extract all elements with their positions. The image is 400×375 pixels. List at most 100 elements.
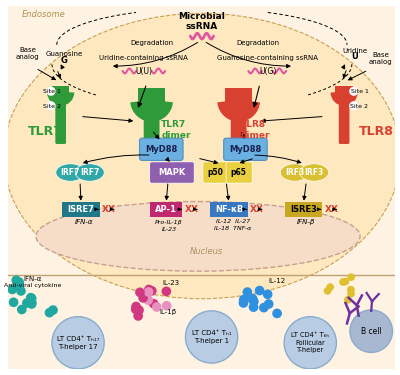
Circle shape bbox=[263, 290, 272, 299]
Text: MyD88: MyD88 bbox=[145, 145, 178, 154]
Text: U(U): U(U) bbox=[135, 67, 152, 76]
FancyBboxPatch shape bbox=[138, 88, 165, 105]
Text: Microbial: Microbial bbox=[178, 12, 225, 21]
Text: Site 2: Site 2 bbox=[43, 104, 61, 109]
Circle shape bbox=[342, 278, 349, 285]
Text: Site 1: Site 1 bbox=[43, 89, 61, 94]
Text: TLR7: TLR7 bbox=[28, 125, 63, 138]
Text: ISRE3: ISRE3 bbox=[290, 205, 317, 214]
Text: TLR8
dimer: TLR8 dimer bbox=[241, 120, 270, 140]
Text: IRF3: IRF3 bbox=[285, 168, 304, 177]
Circle shape bbox=[131, 304, 140, 314]
Circle shape bbox=[8, 285, 17, 294]
Circle shape bbox=[12, 276, 21, 285]
Circle shape bbox=[326, 283, 334, 291]
Circle shape bbox=[9, 297, 18, 307]
Text: Degradation: Degradation bbox=[236, 40, 280, 46]
Text: B cell: B cell bbox=[361, 327, 382, 336]
Text: MAPK: MAPK bbox=[158, 168, 186, 177]
Text: NF-κB: NF-κB bbox=[215, 205, 243, 214]
Ellipse shape bbox=[56, 164, 85, 181]
Circle shape bbox=[17, 304, 27, 314]
Text: IRF3: IRF3 bbox=[304, 168, 324, 177]
Circle shape bbox=[242, 287, 252, 297]
Circle shape bbox=[186, 311, 238, 363]
Text: Base
analog: Base analog bbox=[369, 52, 393, 65]
Text: MyD88: MyD88 bbox=[229, 145, 262, 154]
Text: p50: p50 bbox=[208, 168, 223, 177]
Text: IFN-α: IFN-α bbox=[24, 276, 42, 282]
Circle shape bbox=[14, 277, 24, 287]
Text: ISRE7: ISRE7 bbox=[68, 205, 94, 214]
FancyBboxPatch shape bbox=[55, 91, 66, 144]
Text: IL-1β: IL-1β bbox=[160, 309, 177, 315]
Text: Nucleus: Nucleus bbox=[190, 247, 223, 256]
Circle shape bbox=[152, 302, 162, 312]
Text: XX: XX bbox=[102, 205, 116, 214]
Text: Uridine: Uridine bbox=[342, 48, 367, 54]
Text: IL-12: IL-12 bbox=[269, 278, 286, 284]
Circle shape bbox=[339, 278, 347, 286]
Circle shape bbox=[16, 286, 26, 296]
Circle shape bbox=[350, 102, 358, 110]
Circle shape bbox=[344, 296, 352, 304]
Circle shape bbox=[264, 299, 274, 309]
Text: XX: XX bbox=[185, 205, 199, 214]
Circle shape bbox=[347, 286, 355, 294]
Ellipse shape bbox=[300, 164, 329, 181]
FancyBboxPatch shape bbox=[62, 201, 100, 217]
Circle shape bbox=[347, 273, 355, 281]
Text: Anti-viral cytokine: Anti-viral cytokine bbox=[4, 283, 61, 288]
Text: Uridine-containing ssRNA: Uridine-containing ssRNA bbox=[100, 55, 188, 61]
Text: U: U bbox=[351, 53, 358, 62]
Text: U(G): U(G) bbox=[259, 67, 276, 76]
Circle shape bbox=[144, 285, 154, 294]
Text: IFN-α: IFN-α bbox=[75, 219, 93, 225]
Ellipse shape bbox=[75, 164, 104, 181]
Circle shape bbox=[347, 290, 355, 297]
Circle shape bbox=[149, 299, 158, 309]
FancyBboxPatch shape bbox=[339, 91, 350, 144]
FancyBboxPatch shape bbox=[226, 162, 252, 183]
Ellipse shape bbox=[36, 201, 360, 271]
Text: IL-23: IL-23 bbox=[162, 280, 180, 286]
FancyBboxPatch shape bbox=[224, 138, 267, 160]
Circle shape bbox=[239, 298, 248, 308]
FancyBboxPatch shape bbox=[144, 97, 160, 143]
Circle shape bbox=[134, 305, 144, 315]
Circle shape bbox=[147, 286, 157, 296]
Circle shape bbox=[135, 288, 145, 297]
Text: TLR7
dimer: TLR7 dimer bbox=[161, 120, 191, 140]
Text: IL-23: IL-23 bbox=[162, 226, 176, 231]
Circle shape bbox=[249, 297, 259, 306]
Circle shape bbox=[144, 287, 153, 297]
Circle shape bbox=[248, 294, 258, 303]
Circle shape bbox=[14, 281, 24, 291]
Circle shape bbox=[131, 302, 141, 311]
Text: LT CD4⁺ Tₕ₁₇
T-helper 17: LT CD4⁺ Tₕ₁₇ T-helper 17 bbox=[57, 336, 99, 350]
Text: p65: p65 bbox=[231, 168, 247, 177]
Text: IRF7: IRF7 bbox=[80, 168, 99, 177]
Circle shape bbox=[27, 298, 37, 307]
FancyBboxPatch shape bbox=[150, 201, 182, 217]
Circle shape bbox=[138, 293, 148, 303]
Text: LT CD4⁺ Tₕ₁
T-helper 1: LT CD4⁺ Tₕ₁ T-helper 1 bbox=[192, 330, 231, 344]
Text: IL-12  IL-27: IL-12 IL-27 bbox=[216, 219, 250, 224]
Circle shape bbox=[240, 294, 249, 304]
Circle shape bbox=[22, 298, 32, 308]
Text: Site 2: Site 2 bbox=[350, 104, 368, 109]
Circle shape bbox=[48, 305, 58, 315]
Circle shape bbox=[350, 310, 392, 352]
Text: LT CD4⁺ T₆ₕ
Follicular
T-helper: LT CD4⁺ T₆ₕ Follicular T-helper bbox=[291, 332, 329, 353]
Circle shape bbox=[239, 295, 248, 304]
Text: Degradation: Degradation bbox=[130, 40, 173, 46]
Bar bbox=[336, 86, 353, 96]
FancyBboxPatch shape bbox=[203, 162, 229, 183]
Text: XX: XX bbox=[250, 205, 264, 214]
Text: TLR8: TLR8 bbox=[359, 125, 394, 138]
Text: IL-18  TNF-α: IL-18 TNF-α bbox=[214, 226, 252, 231]
Text: IRF7: IRF7 bbox=[61, 168, 80, 177]
Circle shape bbox=[162, 286, 171, 296]
Circle shape bbox=[47, 87, 55, 95]
FancyBboxPatch shape bbox=[150, 162, 194, 183]
